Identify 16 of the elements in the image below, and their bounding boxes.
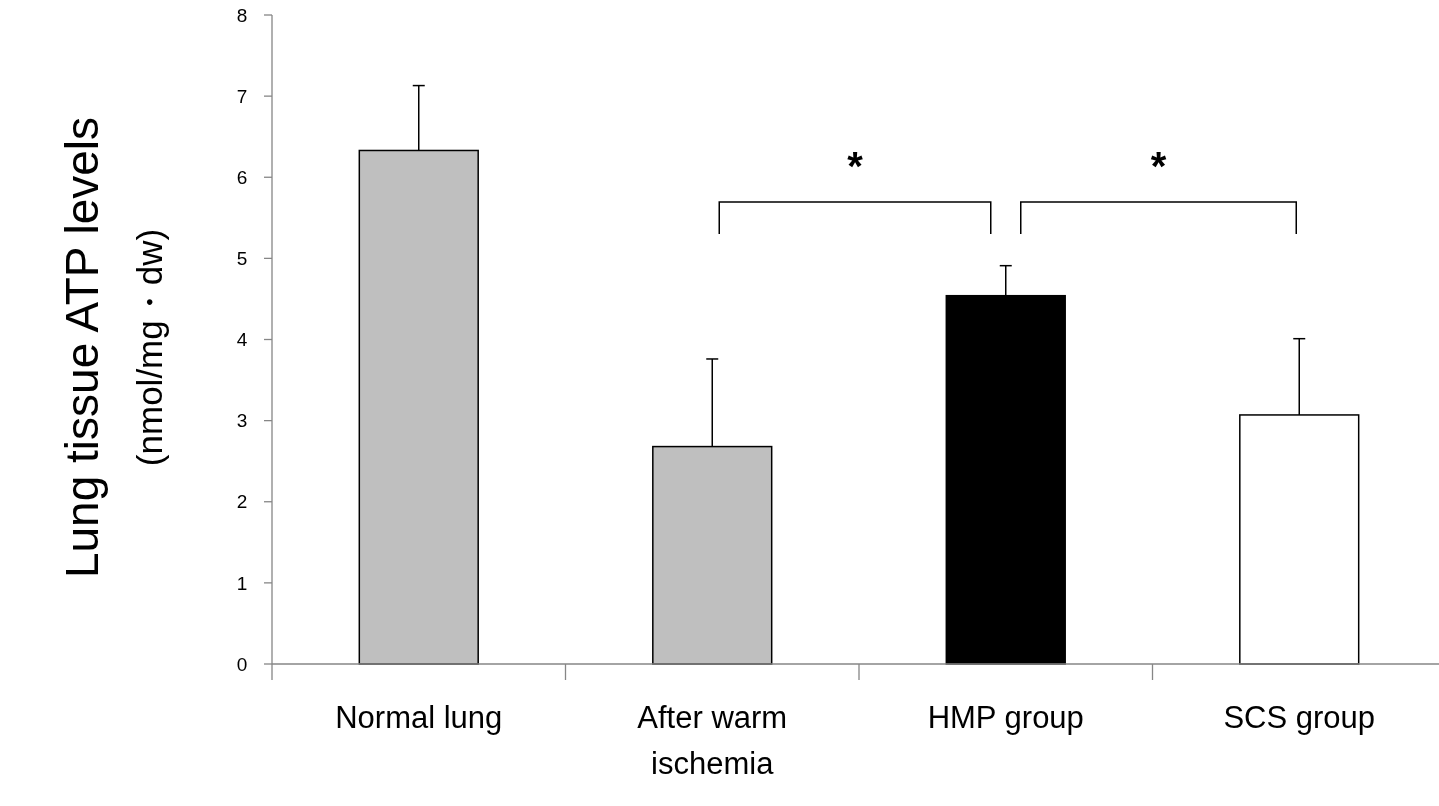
y-tick-label: 0: [236, 653, 248, 675]
y-tick-label: 8: [236, 4, 248, 26]
annotation: *: [1150, 144, 1167, 188]
y-tick-label: 3: [236, 410, 248, 432]
x-tick-label: After warm ischemia: [637, 700, 788, 781]
y-tick-label: 2: [236, 491, 248, 513]
x-tick-label: SCS group: [1223, 700, 1376, 735]
x-tick-label: Normal lung: [335, 700, 503, 735]
y-tick-label: 4: [236, 329, 248, 351]
annotation: *: [847, 144, 864, 188]
y-axis-title: Lung tissue ATP levels (nmol/mg・dw): [56, 116, 170, 579]
y-tick-label: 6: [236, 166, 248, 188]
y-tick-label: 1: [236, 572, 248, 594]
y-tick-label: 5: [236, 248, 248, 270]
x-tick-label: HMP group: [927, 700, 1084, 735]
y-tick-label: 7: [236, 85, 248, 107]
